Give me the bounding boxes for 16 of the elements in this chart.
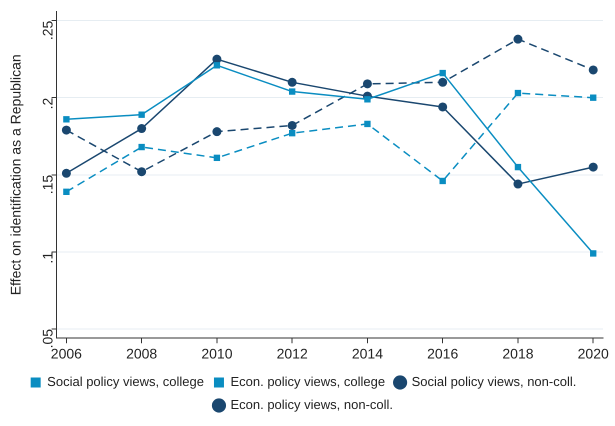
x-tick-label: 2020: [578, 345, 609, 362]
x-tick-label: 2014: [352, 345, 384, 362]
x-tick-label: 2010: [201, 345, 233, 362]
y-axis-title: Effect on identification as a Republican: [7, 54, 24, 296]
legend-label: Social policy views, non-coll.: [412, 374, 576, 390]
legend-label: Social policy views, college: [47, 374, 204, 390]
y-tick-label: .25: [39, 20, 56, 40]
x-tick-label: 2018: [502, 345, 534, 362]
legend-label: Econ. policy views, college: [230, 374, 386, 390]
y-tick-label: .15: [39, 174, 56, 194]
y-tick-label: .2: [39, 98, 56, 110]
y-tick-label: .1: [39, 252, 56, 264]
legend-label: Econ. policy views, non-coll.: [230, 397, 394, 412]
x-tick-label: 2012: [276, 345, 308, 362]
x-tick-label: 2008: [126, 345, 158, 362]
x-tick-label: 2016: [427, 345, 458, 362]
